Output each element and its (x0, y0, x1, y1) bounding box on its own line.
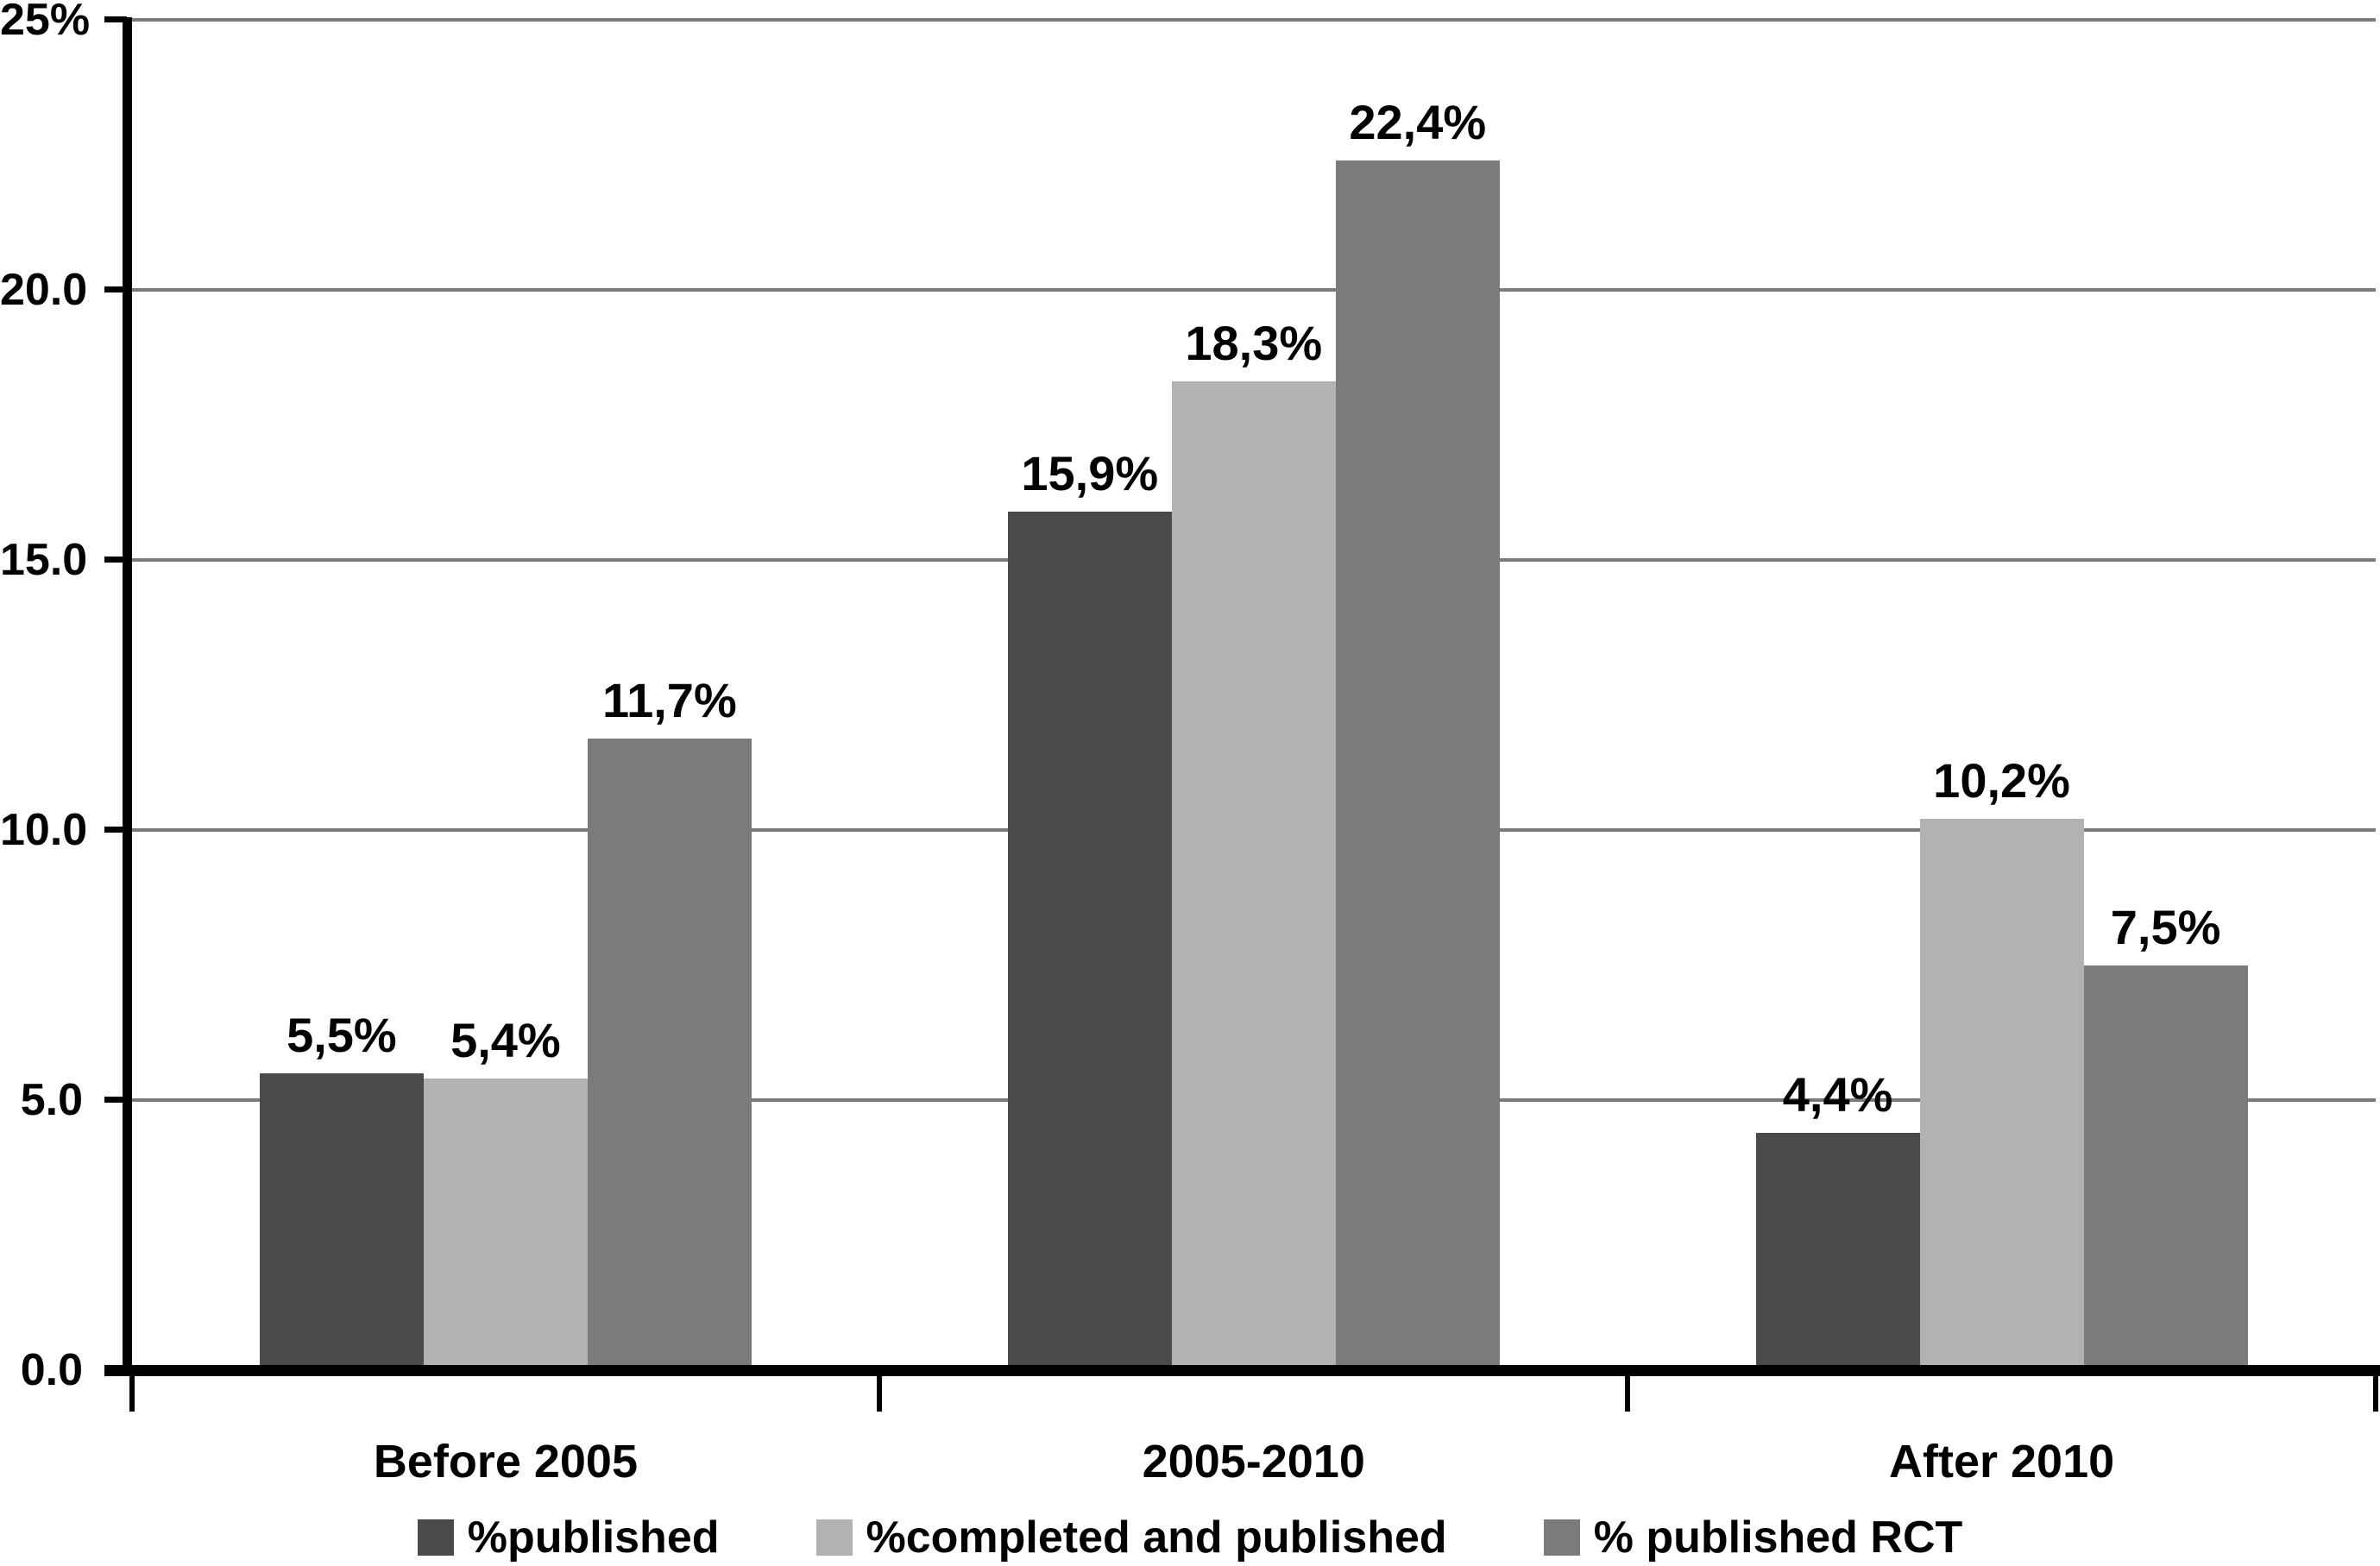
y-tick-label-15: 15.0 (0, 535, 88, 585)
bar-value-label-completed-and-published-2005-2010: 18,3% (1185, 316, 1323, 371)
y-tick-label-25: 25% (0, 0, 91, 45)
bar-value-label-published-rct-2005-2010: 22,4% (1349, 94, 1487, 149)
legend-swatch-icon-published (417, 1519, 454, 1556)
x-axis-tick-3 (2373, 1375, 2378, 1412)
x-axis-tick-0 (129, 1375, 135, 1412)
bar-published-2005-2010 (1007, 511, 1172, 1372)
bar-value-label-published-rct-before-2005: 11,7% (602, 672, 737, 727)
chart-legend: %published %completed and published % publ… (0, 1512, 2380, 1563)
x-category-label-after-2010: After 2010 (1889, 1436, 2115, 1487)
y-axis-tick-20 (104, 286, 127, 292)
legend-item-published: %published (417, 1513, 720, 1563)
bar-completed-and-published-after-2010 (1919, 819, 2084, 1372)
y-axis-tick-5 (104, 1097, 127, 1103)
bar-value-label-completed-and-published-after-2010: 10,2% (1933, 753, 2070, 808)
bar-published-rct-before-2005 (587, 738, 752, 1372)
y-axis-tick-25 (104, 16, 127, 22)
bar-completed-and-published-2005-2010 (1171, 381, 1336, 1372)
x-category-label-before-2005: Before 2005 (373, 1436, 638, 1487)
bar-published-after-2010 (1755, 1132, 1920, 1372)
bar-value-label-published-rct-after-2010: 7,5% (2110, 899, 2221, 954)
x-axis-tick-2 (1625, 1375, 1631, 1412)
bar-value-label-published-after-2010: 4,4% (1782, 1066, 1893, 1122)
y-axis-line (122, 17, 132, 1375)
legend-label-completed-and-published: %completed and published (866, 1513, 1447, 1563)
y-axis-tick-15 (104, 557, 127, 563)
x-axis-line (104, 1365, 2380, 1376)
legend-item-completed-and-published: %completed and published (815, 1513, 1447, 1563)
y-tick-label-10: 10.0 (0, 805, 88, 855)
y-tick-label-0: 0.0 (20, 1345, 83, 1395)
legend-label-published: %published (467, 1513, 720, 1563)
bar-value-label-completed-and-published-before-2005: 5,4% (450, 1012, 561, 1067)
bar-published-rct-after-2010 (2083, 965, 2248, 1372)
gridline-25 (131, 18, 2376, 22)
y-axis-tick-10 (104, 827, 127, 833)
gridline-20 (131, 288, 2376, 292)
legend-swatch-icon-published-rct (1543, 1519, 1580, 1556)
y-tick-label-5: 5.0 (20, 1075, 83, 1125)
x-category-label-2005-2010: 2005-2010 (1142, 1436, 1365, 1487)
bar-completed-and-published-before-2005 (423, 1078, 588, 1372)
legend-swatch-icon-completed-and-published (815, 1519, 853, 1556)
bar-value-label-published-2005-2010: 15,9% (1021, 445, 1159, 500)
legend-label-published-rct: % published RCT (1593, 1513, 1963, 1563)
y-tick-label-20: 20.0 (0, 265, 88, 315)
x-axis-tick-1 (877, 1375, 883, 1412)
bar-published-rct-2005-2010 (1335, 160, 1500, 1372)
legend-item-published-rct: % published RCT (1543, 1513, 1963, 1563)
bar-published-before-2005 (259, 1072, 424, 1372)
bar-value-label-published-before-2005: 5,5% (286, 1007, 397, 1062)
